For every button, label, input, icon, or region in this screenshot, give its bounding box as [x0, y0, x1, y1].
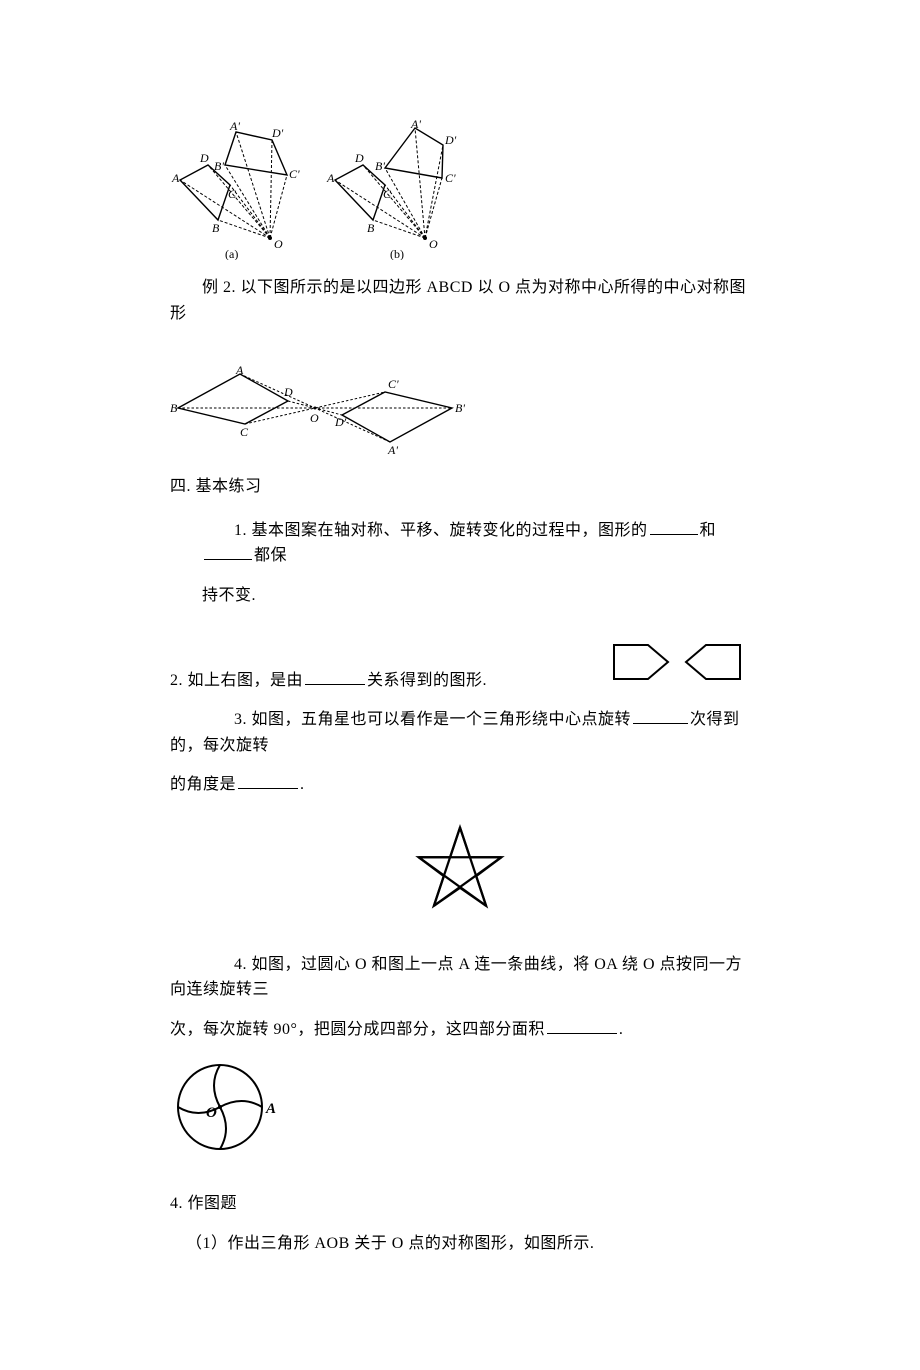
q4b-title: 4. 作图题 [170, 1191, 750, 1217]
q1-blank2 [204, 544, 252, 560]
hexagon-pair-icon [610, 639, 750, 685]
q3-pre: 3. 如图，五角星也可以看作是一个三角形绕中心点旋转 [202, 711, 631, 728]
q3-cont-post: . [300, 776, 305, 793]
q4-line: 4. 如图，过圆心 O 和图上一点 A 连一条曲线，将 OA 绕 O 点按同一方… [170, 952, 750, 1003]
circle-rotation-figure: O A [170, 1057, 750, 1166]
q4-pre: 4. 如图，过圆心 O 和图上一点 A 连一条曲线，将 OA 绕 O 点按同一方… [170, 956, 742, 999]
q4b-1: （1）作出三角形 AOB 关于 O 点的对称图形，如图所示. [170, 1231, 750, 1257]
label-Cp-b: C' [445, 171, 456, 185]
label-O-circle: O [206, 1105, 217, 1121]
q3-blank1 [633, 708, 688, 724]
q2-shapes [610, 639, 750, 694]
q1-pre: 1. 基本图案在轴对称、平移、旋转变化的过程中，图形的 [234, 522, 648, 539]
circle-four-parts-icon: O A [170, 1057, 290, 1157]
q1-blank1 [650, 519, 698, 535]
label-Bp-a: B' [214, 159, 224, 173]
label-C-b: C [383, 187, 392, 201]
q1-cont: 持不变. [170, 583, 750, 609]
q2-row: 2. 如上右图，是由 关系得到的图形. [170, 639, 750, 694]
label-Ap-b: A' [410, 120, 421, 131]
q3-line: 3. 如图，五角星也可以看作是一个三角形绕中心点旋转次得到的，每次旋转 [170, 707, 750, 758]
label-A-b: A [326, 171, 335, 185]
label-C-mid: C [240, 425, 249, 439]
rotation-diagram-ab: O [170, 120, 470, 260]
central-symmetry-diagram: A B C D O A' B' C' D' [170, 366, 470, 456]
label-Ap-mid: A' [387, 443, 398, 456]
q4-cont: 次，每次旋转 90°，把圆分成四部分，这四部分面积. [170, 1017, 750, 1043]
label-B-a: B [212, 221, 220, 235]
caption-b: (b) [390, 247, 404, 260]
five-point-star-icon [415, 823, 505, 913]
q3-cont-pre: 的角度是 [170, 776, 236, 793]
q1-mid1: 和 [700, 522, 717, 539]
label-Cp-a: C' [289, 167, 300, 181]
q3-cont: 的角度是. [170, 772, 750, 798]
label-Cp-mid: C' [388, 377, 399, 391]
q1-post: 都保 [254, 547, 287, 564]
q2-blank [305, 669, 365, 685]
label-O-a: O [274, 237, 283, 251]
label-D-b: D [354, 151, 364, 165]
label-O-b: O [429, 237, 438, 251]
label-B-b: B [367, 221, 375, 235]
q4-cont-pre: 次，每次旋转 90°，把圆分成四部分，这四部分面积 [170, 1021, 545, 1038]
q4-cont-post: . [619, 1021, 624, 1038]
star-figure [170, 823, 750, 922]
section4-title: 四. 基本练习 [170, 474, 750, 500]
label-A-mid: A [235, 366, 244, 377]
label-D-mid: D [283, 385, 293, 399]
q2-text: 2. 如上右图，是由 关系得到的图形. [170, 668, 600, 694]
q3-blank2 [238, 773, 298, 789]
figure-top: O [170, 120, 750, 260]
label-Bp-mid: B' [455, 401, 465, 415]
q2-post: 关系得到的图形. [367, 672, 487, 689]
label-D-a: D [199, 151, 209, 165]
q1-line: 1. 基本图案在轴对称、平移、旋转变化的过程中，图形的 和都保 [170, 518, 750, 569]
label-O-mid: O [310, 411, 319, 425]
q4-blank [547, 1018, 617, 1034]
label-A-a: A [171, 171, 180, 185]
figure-central-symmetry: A B C D O A' B' C' D' [170, 366, 750, 456]
example2-text: 例 2. 以下图所示的是以四边形 ABCD 以 O 点为对称中心所得的中心对称图… [170, 275, 750, 326]
q2-pre: 2. 如上右图，是由 [170, 672, 303, 689]
label-Dp-mid: D' [334, 415, 347, 429]
label-C-a: C [228, 187, 237, 201]
label-B-mid: B [170, 401, 178, 415]
label-Bp-b: B' [375, 159, 385, 173]
label-Dp-b: D' [444, 133, 457, 147]
caption-a: (a) [225, 247, 238, 260]
label-A-circle: A [265, 1101, 276, 1117]
label-Ap-a: A' [229, 120, 240, 133]
label-Dp-a: D' [271, 126, 284, 140]
